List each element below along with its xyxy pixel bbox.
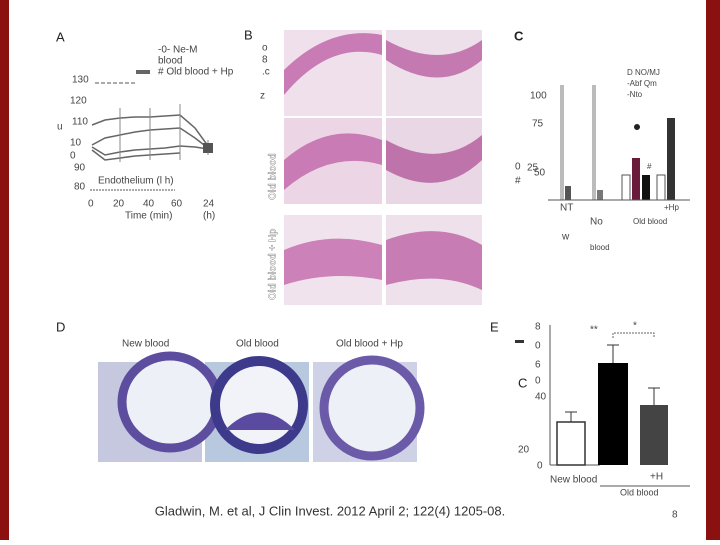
y-label: 0 xyxy=(70,151,76,162)
axis-text: o xyxy=(262,43,268,54)
group-label: +Hp xyxy=(664,203,679,212)
significance: * xyxy=(633,321,637,332)
y-label: 0 xyxy=(535,376,541,387)
y-label: 120 xyxy=(70,96,87,107)
y-label: 0 xyxy=(535,341,541,352)
panel-label: D xyxy=(56,319,65,334)
significance: ** xyxy=(590,325,598,336)
legend: blood xyxy=(158,56,182,67)
tick-dash xyxy=(515,340,524,343)
x-label: 24 xyxy=(203,199,215,210)
x-unit: (h) xyxy=(203,211,215,222)
y-label: 6 xyxy=(535,360,541,371)
y-label: 0 xyxy=(515,162,521,173)
panel-label: C xyxy=(514,28,524,43)
legend: -Abf Qm xyxy=(627,79,657,88)
group-label: Old blood xyxy=(620,487,659,497)
y-label: 0 xyxy=(537,461,543,472)
bars xyxy=(556,344,668,466)
row-label: 48 hours xyxy=(83,388,94,430)
left-border xyxy=(0,0,9,540)
citation: Gladwin, M. et al, J Clin Invest. 2012 A… xyxy=(155,503,505,518)
row-label: Old blood xyxy=(268,153,279,200)
column-label: New blood xyxy=(122,339,169,350)
annotation: Endothelium (l h) xyxy=(98,176,174,187)
y-label: 75 xyxy=(532,119,544,130)
y-label: 90 xyxy=(74,163,86,174)
y-label: 40 xyxy=(535,392,547,403)
group-label: blood xyxy=(590,243,610,252)
legend: D NO/MJ xyxy=(627,68,660,77)
panel-label: B xyxy=(244,27,253,42)
group-label: Old blood xyxy=(633,217,667,226)
right-border xyxy=(706,0,720,540)
axis-text: z xyxy=(260,91,265,102)
error-bars xyxy=(119,104,209,162)
page-number: 8 xyxy=(672,510,678,521)
legend: # Old blood + Hp xyxy=(158,67,234,78)
bracket xyxy=(612,332,655,338)
y-label: 80 xyxy=(74,182,86,193)
y-label: 50 xyxy=(534,168,546,179)
group-label: +H xyxy=(650,472,663,483)
marker: # xyxy=(647,162,652,171)
x-label: 0 xyxy=(88,199,94,210)
y-label: 8 xyxy=(535,322,541,333)
group-label: w xyxy=(561,232,570,243)
histology-images xyxy=(284,30,482,305)
stained-images xyxy=(98,351,425,462)
x-title: Time (min) xyxy=(125,211,172,222)
group-label: NT xyxy=(560,203,573,214)
legend: -Nto xyxy=(627,90,643,99)
y-label: 25 xyxy=(527,163,539,174)
legend: -0- Ne-M xyxy=(158,45,197,56)
side-text: C xyxy=(518,375,527,390)
panel-label: E xyxy=(490,319,499,334)
axis-text: 8 xyxy=(262,55,268,66)
column-label: Old blood xyxy=(236,339,279,350)
axis-text: .c xyxy=(262,67,270,78)
legend-swatch xyxy=(136,70,150,74)
x-label: 20 xyxy=(113,199,125,210)
point xyxy=(203,143,213,153)
group-label: No xyxy=(590,217,603,228)
group-label: New blood xyxy=(550,475,597,486)
row-label: Old blood + Hp xyxy=(268,229,279,300)
side-text: # xyxy=(515,176,521,187)
panel-label: A xyxy=(56,29,65,44)
x-label: 60 xyxy=(171,199,183,210)
bars xyxy=(560,85,675,201)
y-label: 110 xyxy=(72,117,88,128)
column-label: Old blood + Hp xyxy=(336,339,403,350)
x-label: 40 xyxy=(143,199,155,210)
y-label: 100 xyxy=(530,91,547,102)
y-label: 20 xyxy=(518,445,530,456)
y-label: 130 xyxy=(72,75,89,86)
y-label: 10 xyxy=(70,138,82,149)
side-mark: u xyxy=(57,122,63,133)
